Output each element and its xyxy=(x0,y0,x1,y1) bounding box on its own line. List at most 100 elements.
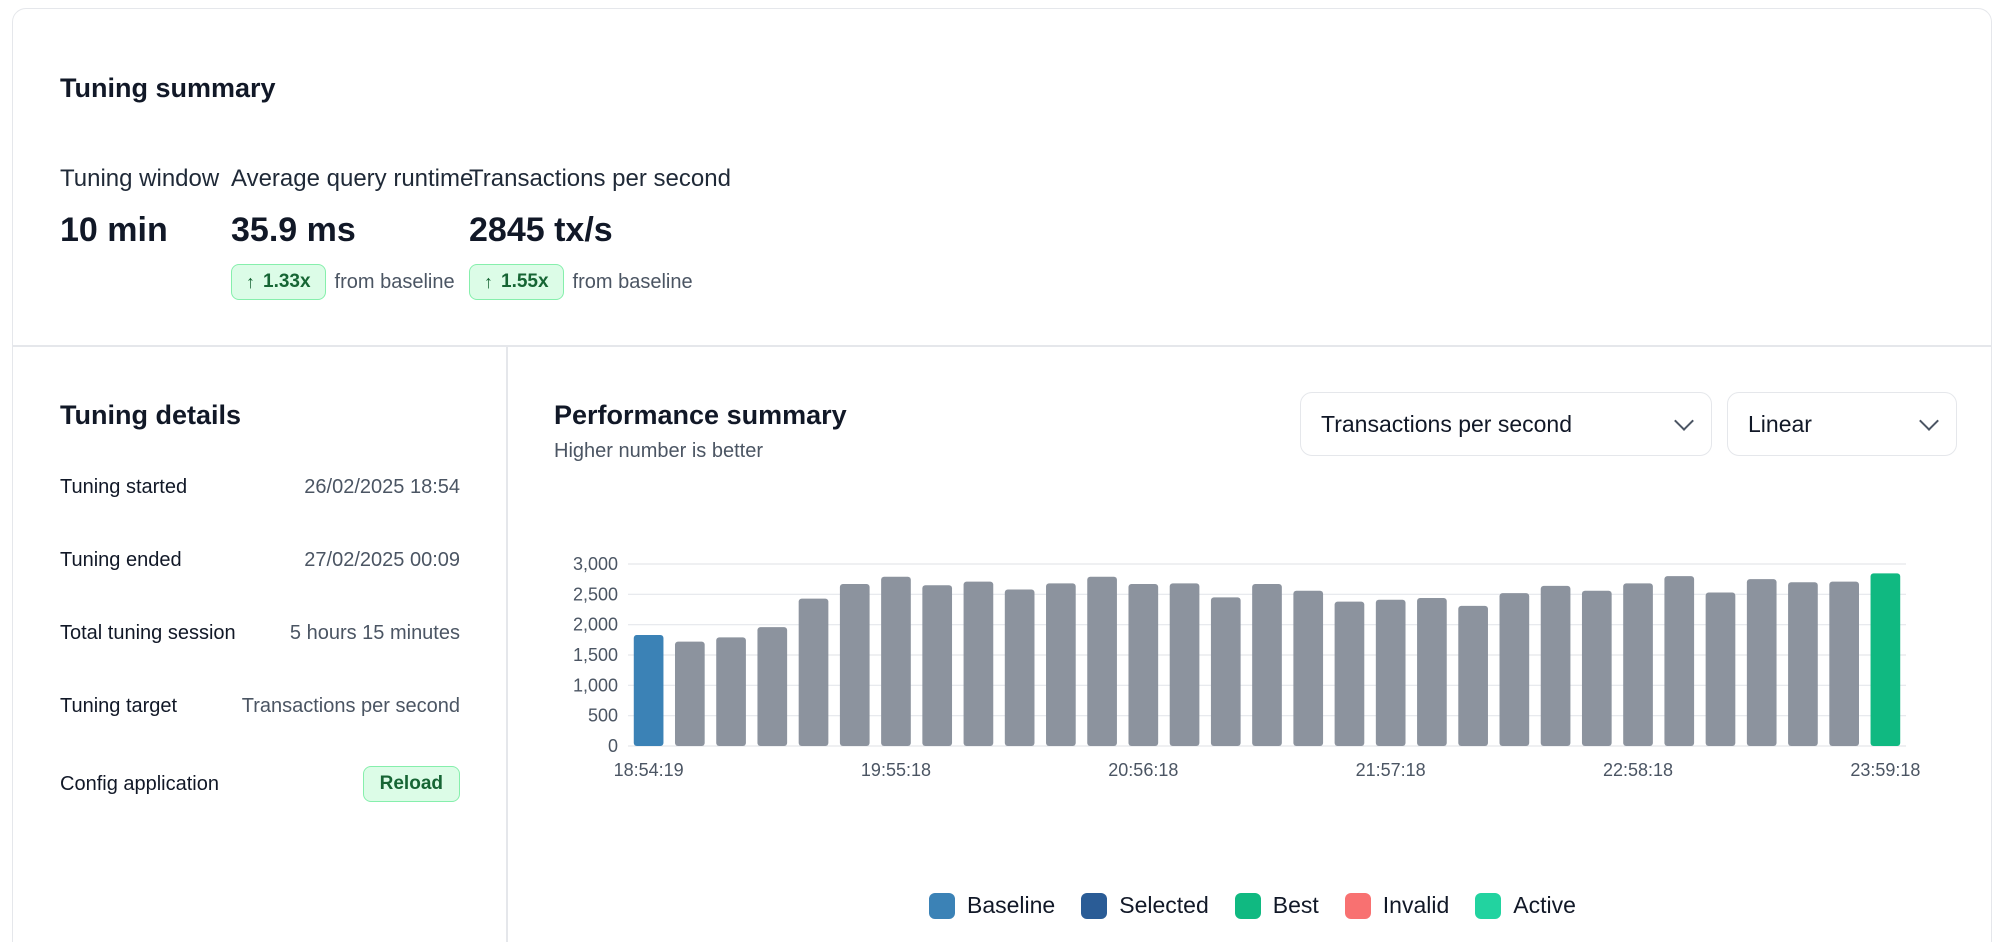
chart-bar xyxy=(1252,584,1282,746)
summary-title: Tuning summary xyxy=(60,73,276,103)
scale-select-value: Linear xyxy=(1748,410,1812,437)
y-tick-label: 1,500 xyxy=(573,645,618,665)
chart-bar xyxy=(1169,583,1200,746)
y-tick-label: 3,000 xyxy=(573,554,618,574)
chart-bar xyxy=(1293,590,1324,746)
chart-bar xyxy=(922,585,953,746)
y-tick-label: 500 xyxy=(588,706,618,726)
chart-bar xyxy=(1128,584,1159,746)
chart-bar xyxy=(881,576,911,746)
metric-label: Tuning window xyxy=(60,165,220,192)
detail-value: 5 hours 15 minutes xyxy=(289,622,460,644)
chart-bar xyxy=(1087,576,1117,746)
chart-bar xyxy=(1334,601,1365,746)
legend-item-baseline[interactable]: Baseline xyxy=(929,892,1055,919)
chart-bar xyxy=(757,627,788,746)
x-tick-label: 23:59:18 xyxy=(1850,760,1920,780)
detail-row-total-session: Total tuning session 5 hours 15 minutes xyxy=(60,622,460,645)
legend-item-active[interactable]: Active xyxy=(1475,892,1576,919)
chart-bar xyxy=(1623,583,1653,746)
chart-bar xyxy=(1417,597,1447,746)
chart-bar xyxy=(1829,581,1860,746)
delta-row: ↑ 1.33x from baseline xyxy=(231,264,473,300)
chart-bar xyxy=(1210,597,1241,746)
chart-bar xyxy=(1458,605,1488,746)
chart-bar xyxy=(1540,585,1571,746)
section-divider xyxy=(13,345,1991,347)
metric-value: 10 min xyxy=(60,211,168,249)
y-tick-label: 2,000 xyxy=(573,615,618,635)
detail-row-config-application: Config application Reload xyxy=(60,766,460,802)
detail-row-tuning-target: Tuning target Transactions per second xyxy=(60,695,460,718)
arrow-up-icon: ↑ xyxy=(246,271,255,292)
chart-bar xyxy=(633,634,664,746)
arrow-up-icon: ↑ xyxy=(484,271,493,292)
legend-label: Active xyxy=(1513,892,1576,918)
chart-bar xyxy=(1870,573,1901,746)
legend-swatch xyxy=(929,892,955,919)
metric-tuning-window: Tuning window 10 min xyxy=(60,165,219,250)
legend-label: Invalid xyxy=(1382,892,1450,918)
metric-transactions-per-second: Transactions per second 2845 tx/s ↑ 1.55… xyxy=(469,165,731,300)
chart-bar xyxy=(1788,582,1818,746)
detail-value: 26/02/2025 18:54 xyxy=(304,476,460,498)
performance-bar-chart: 0 500 1,000 1,500 2,000 2,500 3,000 18:54:19 19:… xyxy=(573,554,1920,780)
improvement-badge: ↑ 1.55x xyxy=(469,264,564,300)
perf-subtitle: Higher number is better xyxy=(554,440,763,462)
detail-row-tuning-started: Tuning started 26/02/2025 18:54 xyxy=(60,476,460,499)
chart-bar xyxy=(839,584,870,746)
legend-item-selected[interactable]: Selected xyxy=(1081,892,1209,919)
x-tick-label: 21:57:18 xyxy=(1356,760,1426,780)
chart-bar xyxy=(674,641,705,746)
chart-bar xyxy=(963,581,994,746)
legend-swatch xyxy=(1081,892,1108,919)
chart-bar xyxy=(1664,576,1695,746)
chart-bar xyxy=(1746,579,1777,746)
detail-key: Total tuning session xyxy=(60,622,236,644)
chart-bar xyxy=(1705,592,1736,746)
improvement-badge: ↑ 1.33x xyxy=(231,264,326,300)
column-divider xyxy=(506,346,508,942)
legend-label: Baseline xyxy=(967,892,1056,918)
metric-value: 2845 tx/s xyxy=(469,211,613,249)
legend-item-best[interactable]: Best xyxy=(1234,892,1319,919)
delta-value: 1.55x xyxy=(501,271,549,292)
chart-legend: Baseline Selected Best Invalid Active xyxy=(929,892,1576,919)
detail-row-tuning-ended: Tuning ended 27/02/2025 00:09 xyxy=(60,549,460,572)
x-tick-label: 20:56:18 xyxy=(1108,760,1178,780)
legend-swatch xyxy=(1475,892,1502,919)
chart-bar xyxy=(1046,583,1076,746)
delta-row: ↑ 1.55x from baseline xyxy=(469,264,731,300)
metric-select-value: Transactions per second xyxy=(1321,410,1573,437)
legend-item-invalid[interactable]: Invalid xyxy=(1344,892,1450,919)
detail-value: 27/02/2025 00:09 xyxy=(304,549,460,571)
metric-value: 35.9 ms xyxy=(231,211,356,249)
perf-title: Performance summary xyxy=(554,400,847,430)
chart-bar xyxy=(716,637,746,746)
metric-label: Average query runtime xyxy=(231,165,474,192)
chart-bar xyxy=(1375,599,1406,746)
delta-value: 1.33x xyxy=(263,271,311,292)
detail-value: Transactions per second xyxy=(241,695,460,717)
chart-bar xyxy=(1499,593,1530,746)
chart-bar xyxy=(798,598,829,746)
detail-key: Tuning started xyxy=(60,476,188,498)
delta-note: from baseline xyxy=(572,270,693,293)
legend-label: Best xyxy=(1272,892,1319,918)
metric-select[interactable]: Transactions per second xyxy=(1300,392,1712,456)
x-tick-label: 22:58:18 xyxy=(1603,760,1673,780)
chart-bar xyxy=(1004,589,1035,746)
y-tick-label: 2,500 xyxy=(573,584,618,604)
y-tick-label: 1,000 xyxy=(573,675,618,695)
detail-key: Tuning target xyxy=(60,695,178,717)
scale-select[interactable]: Linear xyxy=(1727,392,1957,456)
performance-summary-panel: Performance summary Higher number is bet… xyxy=(554,346,1974,942)
x-tick-label: 19:55:18 xyxy=(861,760,931,780)
detail-key: Config application xyxy=(60,772,219,795)
legend-swatch xyxy=(1344,892,1371,919)
legend-label: Selected xyxy=(1119,892,1209,918)
details-title: Tuning details xyxy=(60,400,241,430)
x-tick-label: 18:54:19 xyxy=(614,760,684,780)
y-tick-label: 0 xyxy=(608,736,618,756)
config-application-badge: Reload xyxy=(362,766,460,802)
